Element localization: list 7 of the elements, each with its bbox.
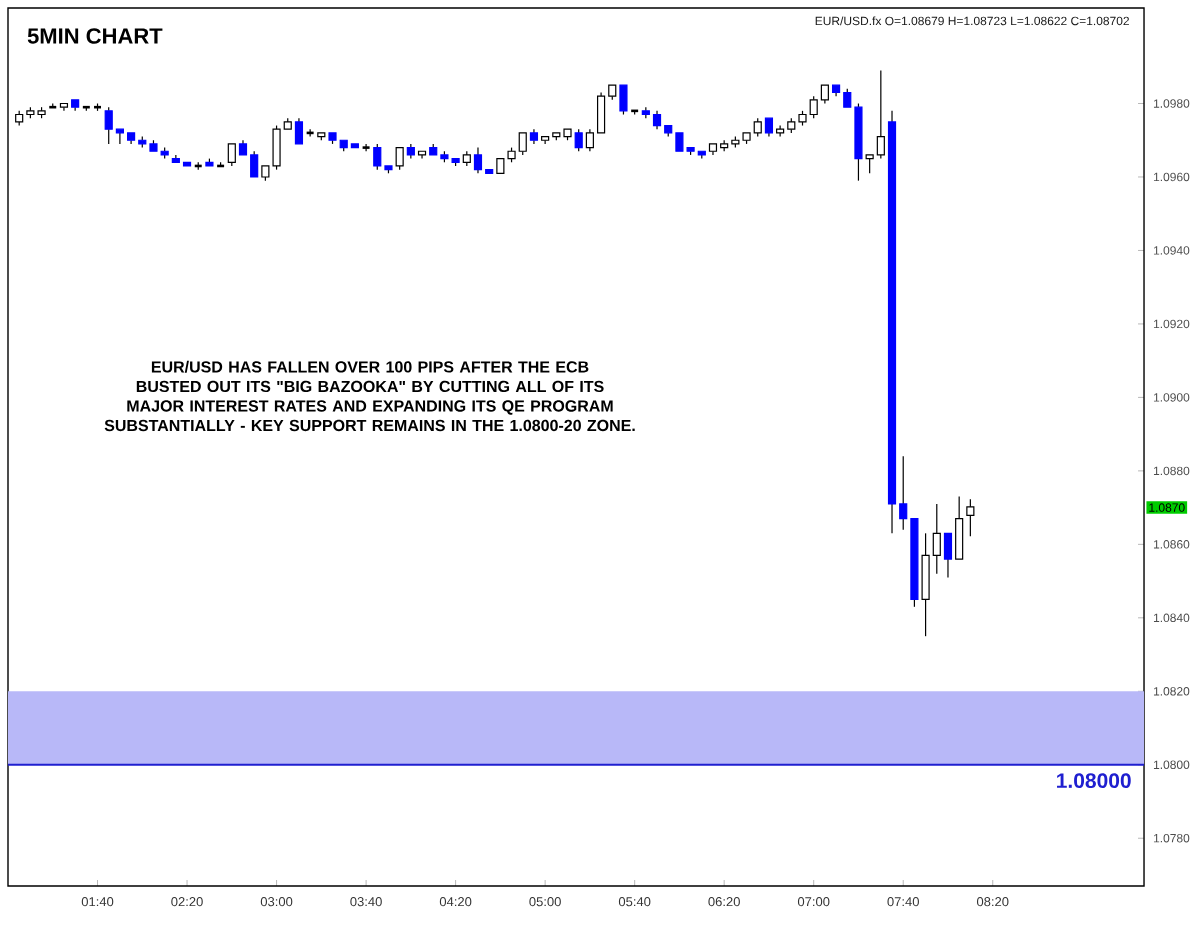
candlestick bbox=[59, 102, 69, 112]
candlestick bbox=[417, 150, 427, 160]
candlestick bbox=[955, 495, 964, 560]
text: 5MIN CHART bbox=[27, 28, 163, 44]
ref-line-label: 1.08000 bbox=[1057, 773, 1131, 789]
candlestick bbox=[361, 143, 371, 152]
annotation: EUR/USD HAS FALLEN OVER 100 PIPS AFTER THE ECB BUSTED OUT ITS "BIG BAZOOKA" BY CUTTING ALL OF ITS MAJOR INTEREST RATES AND EXPANDING ITS QE PROGRAM SUBSTANTIALLY - KEY SUPPORT REMAINS IN THE 1.0800-20 ZONE. bbox=[104, 360, 635, 432]
